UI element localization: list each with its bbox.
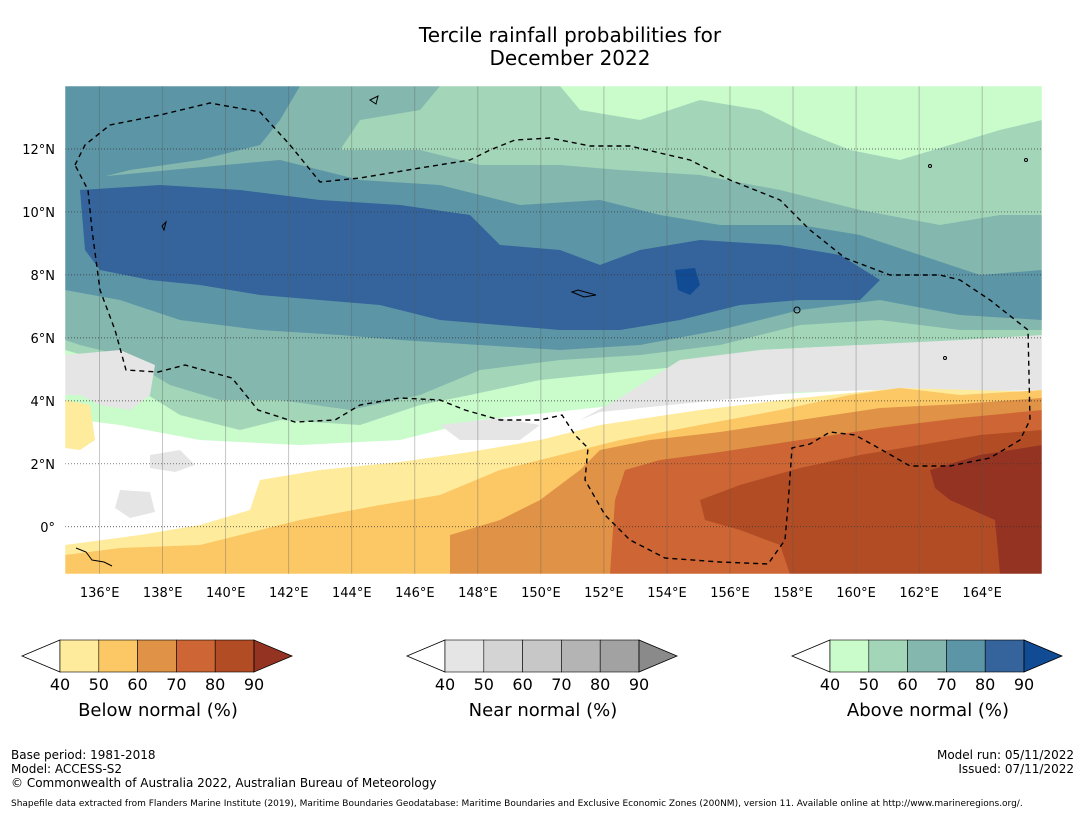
- island: [1024, 158, 1028, 162]
- colorbar-extend-low: [20, 639, 61, 673]
- axis-labels: 136°E 138°E 140°E 142°E 144°E 146°E 148°E 150°E…: [22, 143, 1002, 601]
- colorbar-above-normal: [790, 639, 1064, 673]
- copyright: © Commonwealth of Australia 2022, Austra…: [11, 776, 437, 790]
- colorbar-near-normal: [405, 639, 679, 673]
- island: [570, 289, 597, 298]
- colorbar-tick-label: 40: [49, 675, 71, 694]
- island: [161, 220, 167, 232]
- colorbar-segment: [444, 639, 485, 673]
- colorbar-segment: [176, 639, 216, 673]
- colorbar-segment: [483, 639, 523, 673]
- colorbar-above-label: Above normal (%): [846, 700, 1010, 721]
- lon-tick-label: 138°E: [143, 586, 183, 601]
- colorbar-extend-low: [405, 639, 446, 673]
- colorbar-segment: [59, 639, 100, 673]
- lon-tick-label: 136°E: [80, 586, 120, 601]
- colorbar-tick-label: 60: [127, 675, 148, 694]
- colorbar-segment: [522, 639, 562, 673]
- map-frame: [64, 85, 1043, 575]
- colorbar-tick-label: 80: [975, 675, 996, 694]
- colorbar-tick-label: 50: [88, 675, 109, 694]
- colorbar-tick-label: 70: [551, 675, 572, 694]
- colorbar-tick-label: 80: [590, 675, 611, 694]
- above-90-region: [80, 185, 880, 330]
- colorbar-segment: [561, 639, 601, 673]
- title-line-2: December 2022: [489, 46, 651, 70]
- near-50-region: [65, 335, 1042, 518]
- lon-tick-label: 154°E: [647, 586, 687, 601]
- eez-boundary-palau: [74, 102, 1031, 565]
- colorbar-segment: [868, 639, 908, 673]
- lon-tick-label: 148°E: [458, 586, 498, 601]
- colorbar-tick-label: 90: [1013, 675, 1035, 694]
- colorbar-tick-label: 40: [434, 675, 456, 694]
- chart-title: Tercile rainfall probabilities for Decem…: [0, 24, 1085, 70]
- colorbar-segment: [214, 639, 255, 673]
- colorbar-tick-label: 70: [936, 675, 957, 694]
- shapefile-credit: Shapefile data extracted from Flanders M…: [11, 799, 1023, 809]
- colorbar-below-normal: [20, 639, 294, 673]
- colorbar-extend-high: [253, 639, 294, 673]
- lat-tick-label: 2°N: [31, 458, 56, 473]
- lon-tick-label: 160°E: [836, 586, 876, 601]
- colorbar-segment: [829, 639, 870, 673]
- colorbar-tick-label: 90: [243, 675, 265, 694]
- base-period: Base period: 1981-2018: [11, 748, 156, 762]
- colorbar-tick-label: 80: [205, 675, 226, 694]
- lon-tick-label: 144°E: [332, 586, 372, 601]
- colorbar-extend-low: [790, 639, 831, 673]
- colorbar-tick-label: 60: [897, 675, 918, 694]
- lon-tick-label: 156°E: [710, 586, 750, 601]
- colorbar-near-label: Near normal (%): [468, 700, 618, 721]
- colorbar-tick-label: 70: [166, 675, 187, 694]
- map-fill: [65, 86, 1042, 574]
- lat-tick-label: 6°N: [31, 332, 56, 347]
- colorbar-segment: [946, 639, 986, 673]
- colorbar-tick-label: 90: [628, 675, 650, 694]
- colorbar-below-label: Below normal (%): [78, 700, 238, 721]
- lon-tick-label: 158°E: [773, 586, 813, 601]
- lon-tick-label: 146°E: [395, 586, 435, 601]
- below-100-region: [930, 445, 1042, 574]
- colorbar-segment: [98, 639, 138, 673]
- colorbar-extend-high: [638, 639, 679, 673]
- island: [928, 164, 932, 168]
- lon-tick-label: 164°E: [962, 586, 1002, 601]
- above-100-region: [675, 268, 700, 295]
- colorbar-tick-label: 50: [858, 675, 879, 694]
- colorbar-segment: [984, 639, 1025, 673]
- lat-tick-label: 4°N: [31, 395, 56, 410]
- lat-tick-label: 0°: [40, 521, 55, 536]
- islands: [75, 95, 1028, 567]
- colorbar-tick-label: 50: [473, 675, 494, 694]
- model-name: Model: ACCESS-S2: [11, 762, 123, 776]
- lon-tick-label: 150°E: [521, 586, 561, 601]
- colorbar-segment: [137, 639, 177, 673]
- island: [75, 547, 113, 567]
- issued-date: Issued: 07/11/2022: [958, 762, 1074, 776]
- colorbar-segment: [599, 639, 640, 673]
- model-run: Model run: 05/11/2022: [936, 748, 1074, 762]
- island: [943, 356, 947, 360]
- colorbar-tick-label: 60: [512, 675, 533, 694]
- lon-tick-label: 140°E: [206, 586, 246, 601]
- lat-tick-label: 12°N: [22, 143, 55, 158]
- colorbar-tick-label: 40: [819, 675, 841, 694]
- lon-tick-label: 152°E: [584, 586, 624, 601]
- colorbar-segment: [907, 639, 947, 673]
- colorbar-extend-high: [1023, 639, 1064, 673]
- footer-left: Base period: 1981-2018 Model: ACCESS-S2 …: [11, 748, 436, 790]
- lat-tick-label: 10°N: [22, 206, 55, 221]
- lon-tick-label: 142°E: [269, 586, 309, 601]
- title-line-1: Tercile rainfall probabilities for: [418, 23, 722, 47]
- island: [793, 306, 801, 314]
- lat-tick-label: 8°N: [31, 269, 56, 284]
- lon-tick-label: 162°E: [899, 586, 939, 601]
- footer-right: Model run: 05/11/2022 Issued: 07/11/2022: [937, 748, 1074, 776]
- gridlines: [65, 86, 1042, 574]
- island: [369, 95, 379, 105]
- eez-boundaries: [74, 102, 1031, 565]
